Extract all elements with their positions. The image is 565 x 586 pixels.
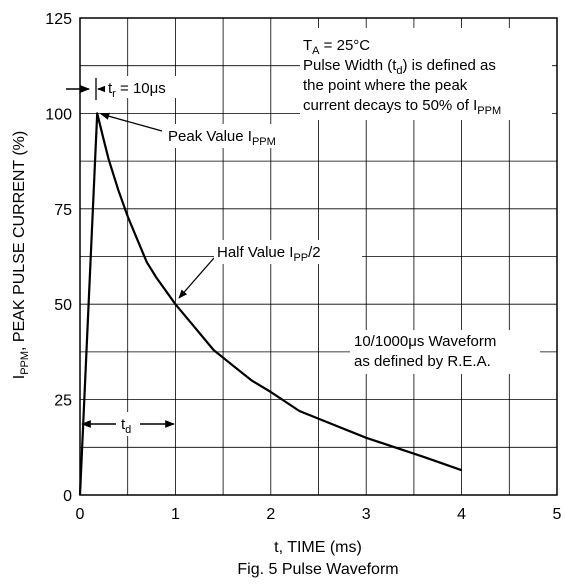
conditions-note: TA = 25°C Pulse Width (td) is defined as… [300,28,552,120]
pulse-width-line3: current decays to 50% of IPPM [303,97,501,117]
x-tick-label: 2 [266,506,275,523]
y-tick-label: 125 [45,11,72,28]
y-tick-label: 100 [45,106,72,123]
y-tick-label: 0 [63,488,72,505]
waveform-note: 10/1000μs Waveform as defined by R.E.A. [350,330,540,374]
half-value-label: Half Value IPP/2 [217,244,321,264]
waveform-line1: 10/1000μs Waveform [354,333,496,350]
rise-time-annotation: tr = 10μs [66,76,201,100]
pulse-width-line2: the point where the peak [303,77,468,94]
y-tick-labels: 0 25 50 75 100 125 [45,11,72,505]
peak-value-annotation: Peak Value IPPM [100,112,304,148]
x-tick-label: 4 [457,506,466,523]
x-tick-label: 1 [171,506,180,523]
y-tick-label: 50 [54,297,72,314]
x-tick-label: 3 [362,506,371,523]
x-tick-label: 5 [553,506,562,523]
rise-time-label: tr = 10μs [108,80,166,100]
x-axis-title: t, TIME (ms) [274,539,362,556]
td-annotation: td [81,412,175,436]
td-label: td [121,416,131,436]
y-tick-label: 75 [54,202,72,219]
pulse-curve [78,112,462,496]
pulse-width-line1: Pulse Width (td) is defined as [303,57,496,77]
ta-label: TA = 25°C [303,37,370,57]
y-tick-label: 25 [54,393,72,410]
half-value-annotation: Half Value IPP/2 [178,240,362,299]
waveform-line2: as defined by R.E.A. [354,353,491,370]
plot-frame [79,17,558,496]
figure-caption: Fig. 5 Pulse Waveform [237,561,398,578]
x-tick-label: 0 [76,506,85,523]
peak-value-label: Peak Value IPPM [168,128,276,148]
y-axis-title: IPPM, PEAK PULSE CURRENT (%) [11,131,31,380]
x-tick-labels: 0 1 2 3 4 5 [76,506,562,523]
